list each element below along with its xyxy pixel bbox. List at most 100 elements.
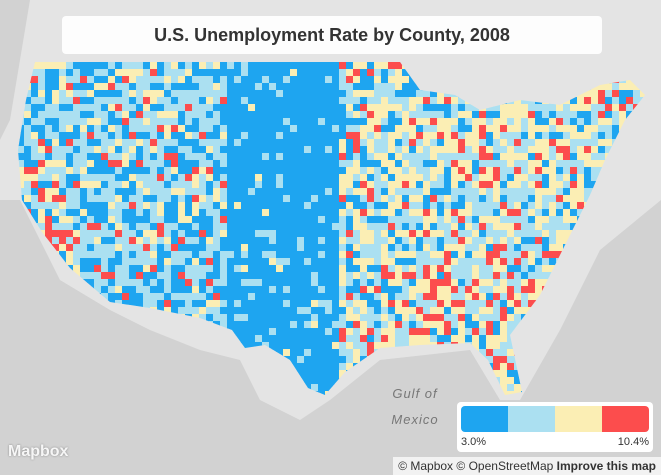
county (584, 167, 592, 175)
county (437, 160, 445, 168)
county (423, 125, 431, 133)
county (367, 167, 375, 175)
county (479, 230, 487, 238)
county (101, 118, 109, 126)
county (479, 258, 487, 266)
county (150, 69, 158, 77)
county (332, 251, 340, 259)
county (157, 279, 165, 287)
county (430, 279, 438, 287)
county (164, 265, 172, 273)
county (192, 153, 200, 161)
county (332, 160, 340, 168)
county (52, 97, 60, 105)
county (374, 195, 382, 203)
county (423, 195, 431, 203)
county (248, 181, 256, 189)
county (542, 216, 550, 224)
county (234, 265, 242, 273)
county (199, 62, 207, 70)
county (101, 139, 109, 147)
county (395, 188, 403, 196)
improve-link[interactable]: Improve this map (556, 459, 656, 473)
county (73, 69, 81, 77)
county (374, 153, 382, 161)
county (563, 125, 571, 133)
county (318, 181, 326, 189)
county (80, 167, 88, 175)
county (500, 111, 508, 119)
county (164, 272, 172, 280)
county (528, 202, 536, 210)
county (360, 174, 368, 182)
county (31, 209, 39, 217)
county (430, 335, 438, 343)
county (542, 139, 550, 147)
county (507, 167, 515, 175)
county (136, 97, 144, 105)
county (122, 146, 130, 154)
county (150, 279, 158, 287)
county (332, 76, 340, 84)
county (73, 251, 81, 259)
county (388, 321, 396, 329)
county (213, 69, 221, 77)
county (374, 209, 382, 217)
county (472, 195, 480, 203)
county (451, 167, 459, 175)
attribution-mapbox[interactable]: © Mapbox (398, 459, 454, 473)
county (444, 202, 452, 210)
county (157, 244, 165, 252)
county (73, 265, 81, 273)
county (626, 104, 634, 112)
county (423, 160, 431, 168)
county (311, 237, 319, 245)
county (255, 104, 263, 112)
county (507, 216, 515, 224)
county (542, 125, 550, 133)
county (318, 83, 326, 91)
county (311, 363, 319, 371)
county (367, 125, 375, 133)
county (346, 349, 354, 357)
county (479, 328, 487, 336)
county (220, 251, 228, 259)
county (577, 146, 585, 154)
county (353, 286, 361, 294)
county (493, 244, 501, 252)
county (283, 230, 291, 238)
county (297, 104, 305, 112)
county (493, 328, 501, 336)
county (458, 104, 466, 112)
county (367, 286, 375, 294)
county (423, 307, 431, 315)
county (66, 237, 74, 245)
county (171, 90, 179, 98)
county (479, 251, 487, 259)
county (444, 181, 452, 189)
attribution-osm[interactable]: © OpenStreetMap (456, 459, 554, 473)
county (136, 258, 144, 266)
county (262, 202, 270, 210)
county (472, 104, 480, 112)
county (605, 104, 613, 112)
county (150, 104, 158, 112)
county (472, 328, 480, 336)
county (402, 223, 410, 231)
county (381, 202, 389, 210)
county (416, 125, 424, 133)
county (297, 111, 305, 119)
county (213, 237, 221, 245)
county (311, 377, 319, 385)
county (486, 188, 494, 196)
county (570, 111, 578, 119)
county (395, 223, 403, 231)
county (157, 111, 165, 119)
county (451, 160, 459, 168)
county (500, 258, 508, 266)
county (31, 146, 39, 154)
county (374, 97, 382, 105)
county (458, 209, 466, 217)
county (311, 321, 319, 329)
county (269, 76, 277, 84)
